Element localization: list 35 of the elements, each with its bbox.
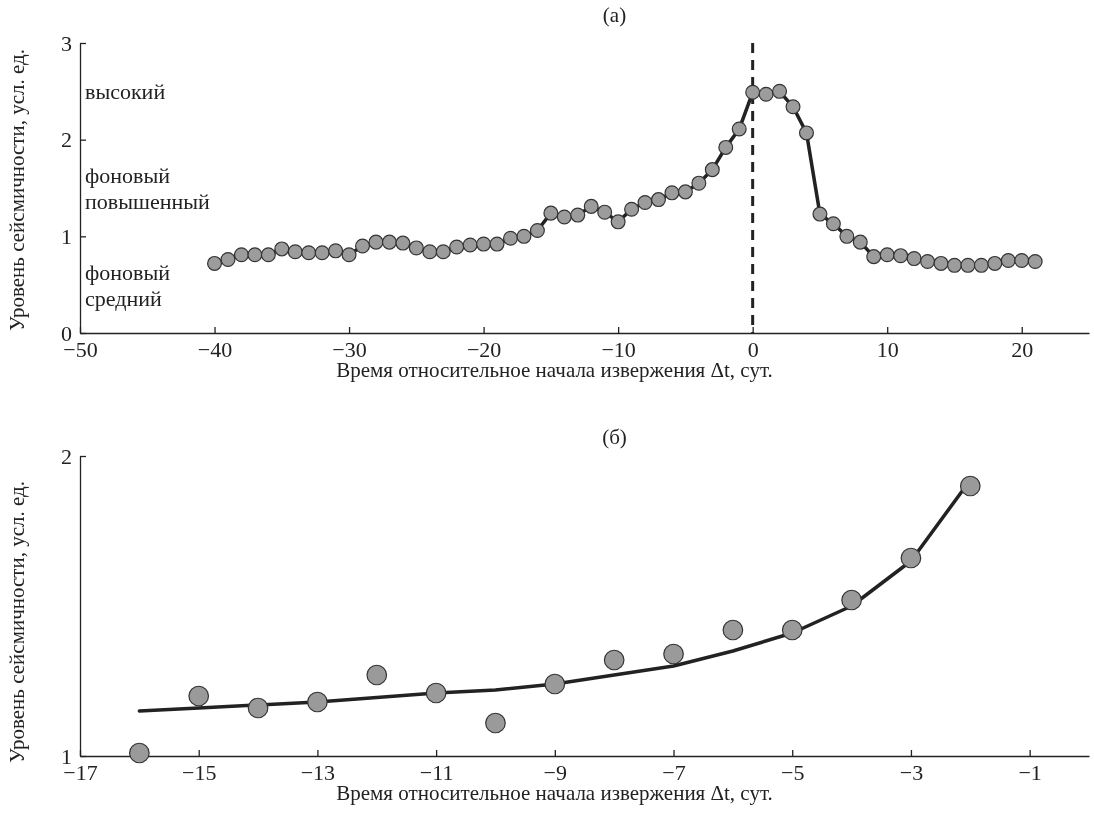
chart-title: (б) bbox=[602, 425, 627, 449]
point bbox=[247, 697, 269, 719]
x-tick-label: −40 bbox=[197, 336, 233, 362]
y-axis-title: Уровень сейсмичности, усл. ед. bbox=[5, 48, 29, 332]
point bbox=[781, 619, 803, 641]
x-tick-label: −15 bbox=[181, 759, 217, 785]
chart-title: (а) bbox=[602, 3, 627, 27]
x-tick-label: 10 bbox=[876, 336, 899, 362]
point bbox=[128, 742, 150, 764]
y-tick-label: 1 bbox=[61, 743, 72, 769]
annotation: высокий bbox=[85, 79, 166, 105]
x-tick-label: −5 bbox=[781, 759, 805, 785]
y-tick-label: 2 bbox=[61, 443, 72, 469]
annotation: фоновый средний bbox=[85, 259, 171, 311]
y-tick-label: 1 bbox=[61, 223, 72, 249]
x-tick-label: −1 bbox=[1018, 759, 1042, 785]
point bbox=[959, 475, 981, 497]
point bbox=[188, 685, 210, 707]
point bbox=[663, 643, 684, 665]
point bbox=[900, 547, 922, 569]
x-tick-label: −13 bbox=[300, 759, 336, 785]
annotation: фоновый повышенный bbox=[85, 163, 210, 214]
point bbox=[722, 619, 744, 641]
x-tick-label: −3 bbox=[899, 759, 924, 785]
point bbox=[307, 691, 328, 713]
point bbox=[485, 712, 506, 734]
point bbox=[366, 664, 388, 686]
y-tick-label: 3 bbox=[61, 30, 72, 56]
point bbox=[544, 673, 566, 695]
point bbox=[841, 589, 862, 611]
x-tick-label: 20 bbox=[1011, 336, 1034, 362]
point bbox=[425, 682, 447, 704]
point bbox=[603, 649, 625, 671]
y-axis-title: Уровень сейсмичности, усл. ед. bbox=[5, 480, 29, 764]
y-tick-label: 2 bbox=[61, 127, 72, 153]
